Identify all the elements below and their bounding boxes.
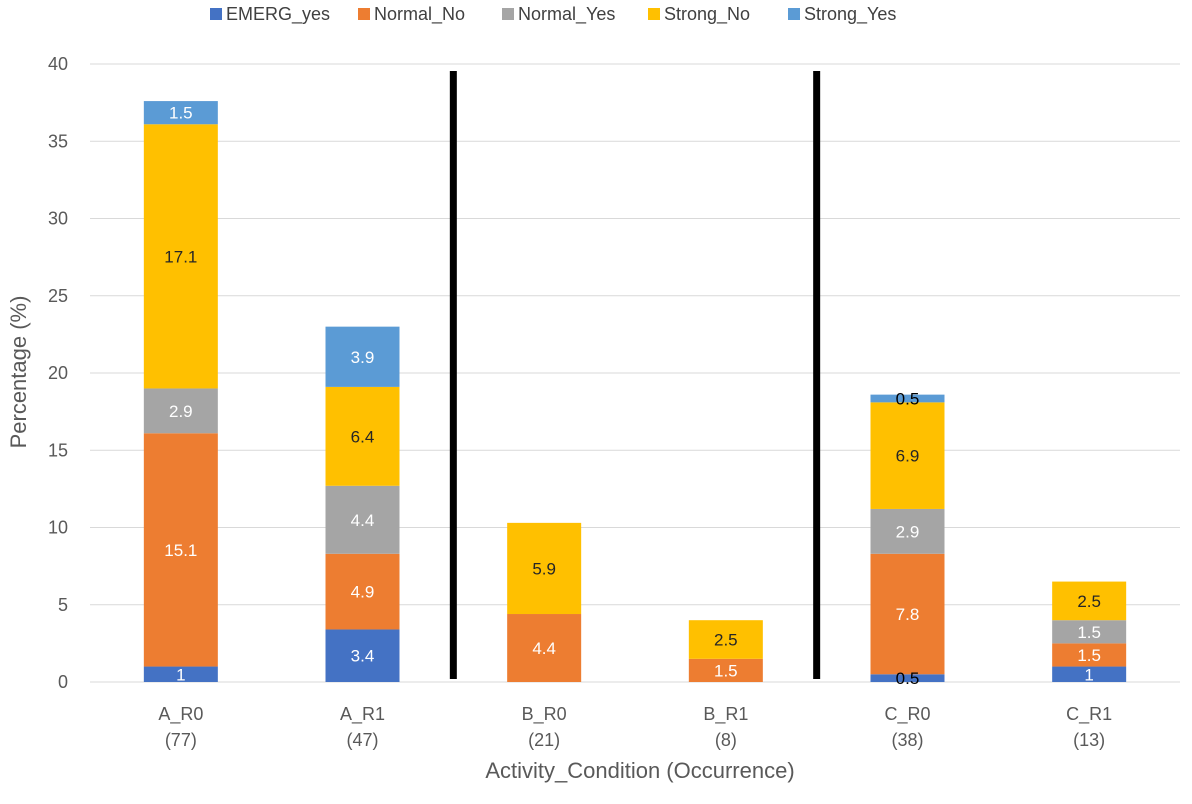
x-category-count: (47) (346, 730, 378, 750)
y-tick-label: 0 (58, 672, 68, 692)
x-category-count: (77) (165, 730, 197, 750)
y-axis-title: Percentage (%) (6, 296, 31, 449)
bar-segment (325, 485, 400, 554)
data-label: 4.4 (351, 511, 375, 530)
bar-segment (325, 386, 400, 486)
x-category-label: B_R0 (522, 704, 567, 725)
x-category-count: (13) (1073, 730, 1105, 750)
bar-segment (143, 101, 218, 125)
legend-swatch (358, 8, 370, 20)
data-label: 1.5 (169, 104, 193, 123)
y-tick-label: 40 (48, 54, 68, 74)
x-category-count: (21) (528, 730, 560, 750)
bar-segment (325, 326, 400, 387)
x-axis-categories: A_R0 (77) A_R1 (47) B_R0 (21) B_R1 (8) C_R0 (38) C… (158, 704, 1112, 750)
x-axis-title: Activity_Condition (Occurrence) (485, 758, 794, 783)
x-category-count: (8) (715, 730, 737, 750)
y-tick-label: 25 (48, 286, 68, 306)
legend-label: Strong_No (664, 4, 750, 25)
x-category-label: B_R1 (703, 704, 748, 725)
bar-segment (1052, 620, 1127, 644)
data-label: 1 (1084, 665, 1093, 684)
data-label: 6.4 (351, 427, 375, 446)
legend-label: EMERG_yes (226, 4, 330, 25)
y-tick-label: 20 (48, 363, 68, 383)
y-tick-label: 30 (48, 209, 68, 229)
data-label: 4.4 (532, 639, 556, 658)
data-label: 2.5 (714, 631, 738, 650)
bar-segment (870, 553, 945, 675)
data-label: 1.5 (1077, 623, 1101, 642)
y-tick-label: 35 (48, 131, 68, 151)
bars: 1 15.1 2.9 17.1 1.5 3.4 4.9 4.4 6.4 3.9 4.4 5.9 1.5 2… (143, 101, 1127, 688)
y-tick-label: 15 (48, 440, 68, 460)
data-label: 0.5 (896, 669, 920, 688)
bar-segment (143, 124, 218, 389)
bar-segment (143, 388, 218, 434)
data-label: 3.4 (351, 647, 375, 666)
data-label: 6.9 (896, 447, 920, 466)
data-label: 0.5 (896, 389, 920, 408)
bar-segment (1052, 666, 1127, 682)
y-axis-ticks: 0 5 10 15 20 25 30 35 40 (48, 54, 68, 692)
x-category-label: A_R0 (158, 704, 203, 725)
legend-swatch (788, 8, 800, 20)
legend-label: Normal_No (374, 4, 465, 25)
data-label: 15.1 (164, 541, 197, 560)
data-label: 3.9 (351, 348, 375, 367)
legend-swatch (210, 8, 222, 20)
bar-segment (870, 402, 945, 509)
bar-segment (507, 522, 582, 615)
bar-segment (870, 394, 945, 403)
legend-label: Normal_Yes (518, 4, 615, 25)
legend-label: Strong_Yes (804, 4, 896, 25)
data-label: 1.5 (1077, 646, 1101, 665)
bar-segment (870, 508, 945, 554)
legend-swatch (648, 8, 660, 20)
data-label: 4.9 (351, 583, 375, 602)
bar-segment (143, 666, 218, 682)
data-label: 1 (176, 665, 185, 684)
data-label: 2.5 (1077, 592, 1101, 611)
data-label: 17.1 (164, 247, 197, 266)
bar-segment (1052, 643, 1127, 667)
data-label: 1.5 (714, 661, 738, 680)
data-label: 2.9 (896, 522, 920, 541)
x-category-label: C_R1 (1066, 704, 1112, 725)
data-label: 5.9 (532, 559, 556, 578)
bar-segment (325, 553, 400, 630)
bar-segment (1052, 581, 1127, 621)
bar-segment (688, 658, 763, 682)
group-separators (449, 71, 821, 679)
data-label: 7.8 (896, 605, 920, 624)
y-tick-label: 10 (48, 518, 68, 538)
bar-segment (325, 629, 400, 682)
x-category-count: (38) (891, 730, 923, 750)
legend: EMERG_yes Normal_No Normal_Yes Strong_No Str… (210, 4, 896, 25)
x-category-label: C_R0 (884, 704, 930, 725)
bar-segment (143, 433, 218, 667)
data-label: 2.9 (169, 402, 193, 421)
bar-segment (688, 620, 763, 659)
legend-swatch (502, 8, 514, 20)
bar-segment (870, 674, 945, 682)
x-category-label: A_R1 (340, 704, 385, 725)
gridlines (90, 63, 1180, 683)
y-tick-label: 5 (58, 595, 68, 615)
bar-segment (507, 614, 582, 682)
